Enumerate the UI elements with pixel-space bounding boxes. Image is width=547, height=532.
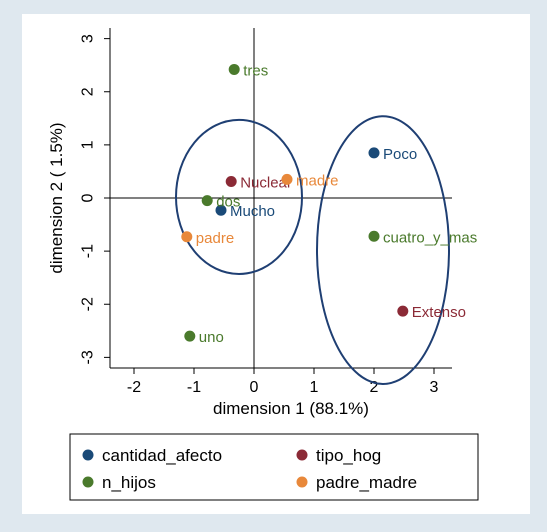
point-label: Poco: [383, 146, 417, 163]
x-tick-label: -1: [187, 379, 201, 396]
legend-marker: [297, 450, 308, 461]
point-label: tres: [243, 62, 268, 79]
data-point-poco: [369, 147, 380, 158]
data-point-madre: [282, 174, 293, 185]
y-tick-label: 3: [80, 34, 97, 43]
legend-marker: [83, 450, 94, 461]
data-point-uno: [184, 331, 195, 342]
legend-label: cantidad_afecto: [102, 446, 222, 465]
legend-label: padre_madre: [316, 473, 417, 492]
data-point-tres: [229, 64, 240, 75]
data-point-dos: [202, 195, 213, 206]
data-point-extenso: [397, 306, 408, 317]
x-tick-label: 1: [310, 379, 319, 396]
y-tick-label: 0: [80, 193, 97, 202]
legend-label: n_hijos: [102, 473, 156, 492]
y-tick-label: 1: [80, 140, 97, 149]
legend-label: tipo_hog: [316, 446, 381, 465]
point-label: uno: [199, 329, 224, 346]
legend-marker: [297, 477, 308, 488]
x-tick-label: -2: [127, 379, 141, 396]
legend: cantidad_afecto tipo_hog n_hijos padre_madr…: [70, 434, 478, 500]
y-axis-title: dimension 2 ( 1.5%): [47, 122, 66, 273]
point-label: Extenso: [412, 304, 466, 321]
y-tick-label: 2: [80, 87, 97, 96]
data-point-nuclear: [226, 176, 237, 187]
y-tick-label: -1: [80, 244, 97, 258]
point-label: dos: [216, 194, 240, 211]
legend-marker: [83, 477, 94, 488]
y-tick-label: -3: [80, 350, 97, 364]
x-tick-label: 0: [250, 379, 259, 396]
data-point-padre: [181, 231, 192, 242]
y-tick-label: -2: [80, 297, 97, 311]
x-axis-title: dimension 1 (88.1%): [213, 399, 369, 418]
point-label: padre: [196, 230, 234, 247]
point-label: cuatro_y_mas: [383, 229, 477, 246]
data-point-cuatro-y-mas: [369, 231, 380, 242]
point-label: madre: [296, 172, 339, 189]
x-tick-label: 3: [430, 379, 439, 396]
